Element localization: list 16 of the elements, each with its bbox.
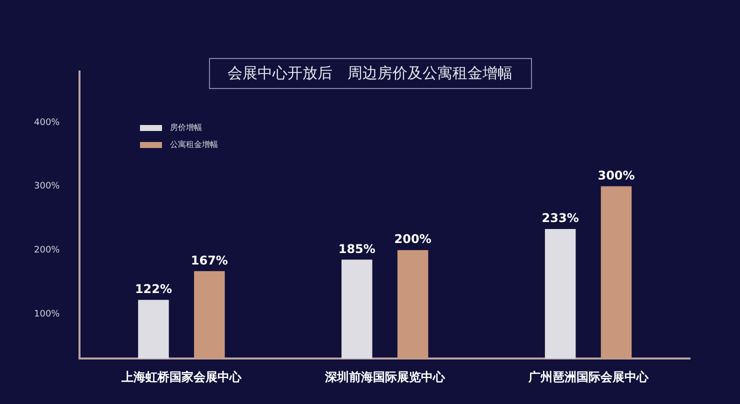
legend-label: 公寓租金增幅 — [170, 139, 218, 150]
text: 233% — [542, 211, 579, 226]
text: 167% — [190, 253, 228, 268]
legend-label: 房价增幅 — [170, 122, 202, 133]
chart-title: 会展中心开放后 周边房价及公寓租金增幅 — [208, 58, 532, 89]
x-tick-label: 上海虹桥国家会展中心 — [120, 370, 242, 384]
text: 200% — [394, 232, 432, 246]
text: 300% — [598, 168, 635, 182]
y-tick-label: 400% — [34, 118, 60, 128]
y-tick-label: 100% — [34, 309, 60, 320]
x-tick-label: 深圳前海国际展览中心 — [324, 370, 446, 384]
text: 185% — [338, 242, 376, 256]
y-tick-label: 300% — [34, 182, 60, 192]
text: 122% — [134, 282, 172, 296]
y-tick-label: 200% — [34, 245, 60, 256]
x-tick-label: 广州琶洲国际会展中心 — [527, 370, 650, 384]
